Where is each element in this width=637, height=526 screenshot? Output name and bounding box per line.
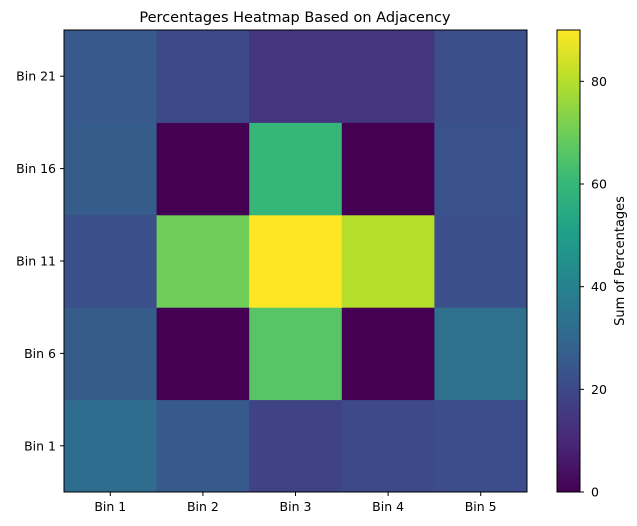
- x-tick-label: Bin 2: [187, 499, 219, 514]
- heatmap-cell: [156, 30, 250, 123]
- heatmap-cell: [249, 122, 343, 216]
- heatmap-cell: [64, 307, 158, 401]
- heatmap-cell: [249, 307, 343, 401]
- y-tick-label: Bin 21: [16, 69, 56, 84]
- colorbar-tick-label: 20: [591, 382, 607, 397]
- heatmap-cell: [434, 122, 528, 216]
- colorbar-tick-label: 80: [591, 74, 607, 89]
- heatmap-cell: [156, 307, 250, 401]
- heatmap-cell: [156, 399, 250, 493]
- heatmap-cell: [434, 214, 528, 308]
- heatmap-cell: [249, 399, 343, 493]
- heatmap-cell: [341, 214, 435, 308]
- heatmap-cell: [249, 214, 343, 308]
- heatmap-cell: [64, 214, 158, 308]
- x-tick-label: Bin 4: [372, 499, 404, 514]
- chart-title: Percentages Heatmap Based on Adjacency: [139, 10, 451, 26]
- heatmap-cell: [434, 399, 528, 493]
- colorbar: [556, 29, 581, 493]
- heatmap-cell: [64, 30, 158, 123]
- heatmap-cell: [341, 30, 435, 123]
- x-tick-label: Bin 1: [94, 499, 126, 514]
- heatmap-cell: [434, 307, 528, 401]
- heatmap-cell: [341, 307, 435, 401]
- heatmap-cell: [434, 30, 528, 123]
- colorbar-tick-label: 0: [591, 485, 599, 500]
- x-tick-label: Bin 5: [465, 499, 497, 514]
- y-tick-label: Bin 6: [24, 346, 56, 361]
- x-tick-label: Bin 3: [280, 499, 312, 514]
- colorbar-label: Sum of Percentages: [613, 196, 628, 326]
- heatmap-cell: [156, 214, 250, 308]
- heatmap-cell: [156, 122, 250, 216]
- y-tick-label: Bin 11: [16, 254, 56, 269]
- y-tick-label: Bin 16: [16, 161, 56, 176]
- colorbar-axis: 0 20 40 60 80: [580, 74, 607, 500]
- colorbar-tick-label: 60: [591, 177, 607, 192]
- heatmap-cell: [249, 30, 343, 123]
- x-axis: Bin 1 Bin 2 Bin 3 Bin 4 Bin 5: [94, 492, 497, 514]
- colorbar-tick-label: 40: [591, 279, 607, 294]
- heatmap-cell: [341, 399, 435, 493]
- y-axis: Bin 1 Bin 6 Bin 11 Bin 16 Bin 21: [16, 69, 64, 453]
- y-tick-label: Bin 1: [24, 438, 56, 453]
- heatmap-cell: [64, 399, 158, 493]
- heatmap-cells: [64, 30, 528, 493]
- heatmap-cell: [64, 122, 158, 216]
- heatmap-cell: [341, 122, 435, 216]
